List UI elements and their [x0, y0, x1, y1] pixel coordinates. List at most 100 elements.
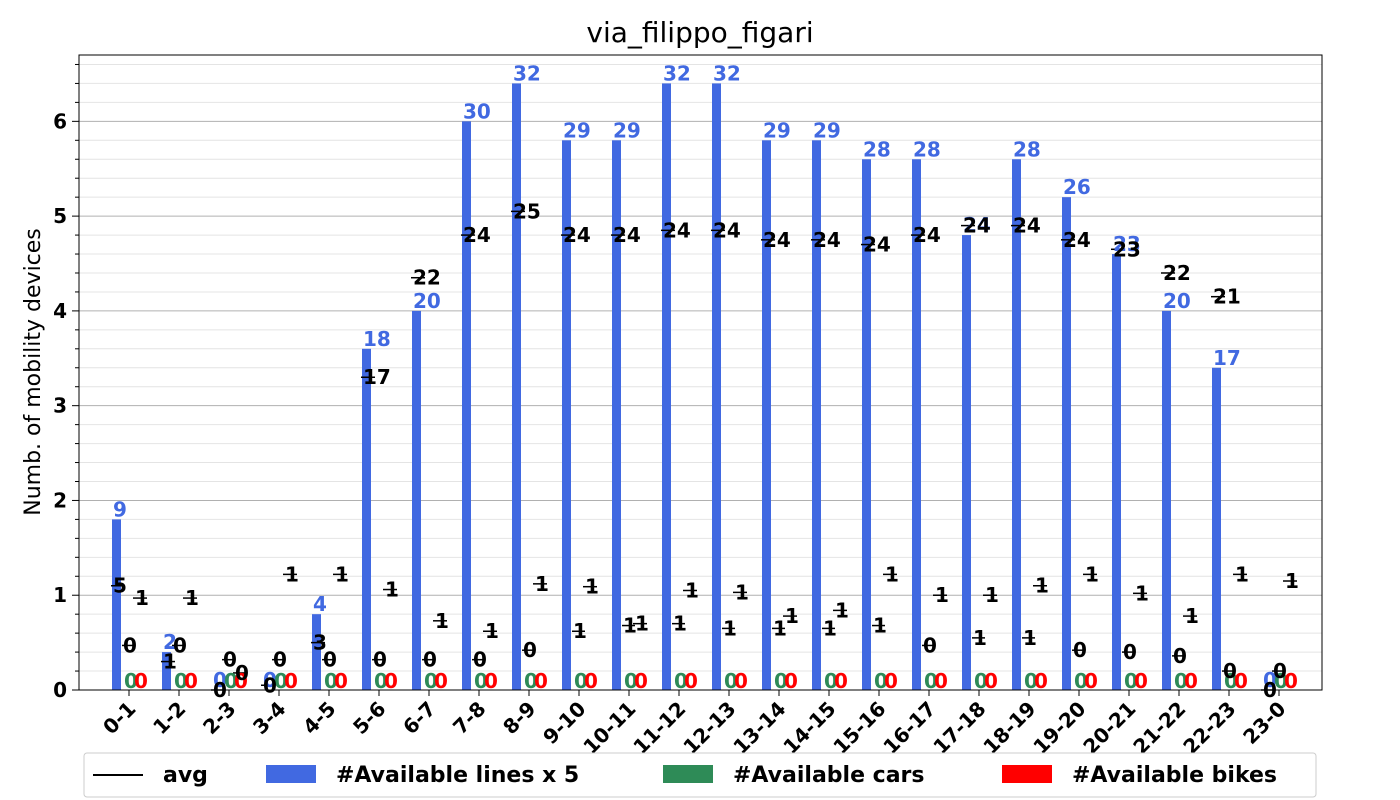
value-label-lines: 23 [1113, 232, 1141, 256]
y-tick-label: 4 [53, 299, 67, 323]
x-tick-label: 1-2 [148, 697, 191, 740]
value-label-lines: 29 [613, 118, 641, 142]
avg-label-bikes: 1 [735, 580, 749, 604]
bar-available-lines [662, 83, 671, 690]
value-label-lines: 20 [413, 289, 441, 313]
bar-available-lines [362, 348, 371, 690]
value-label-cars: 0 [424, 669, 438, 693]
avg-label-lines: 24 [463, 223, 491, 247]
avg-label-lines: 24 [913, 223, 941, 247]
y-tick-label: 1 [53, 583, 67, 607]
value-label-bikes: 0 [834, 669, 848, 693]
value-label-bikes: 0 [1084, 669, 1098, 693]
bar-available-lines [312, 614, 321, 690]
value-label-lines: 2 [163, 630, 177, 654]
x-tick-label: 19-20 [1028, 697, 1090, 759]
x-tick-label: 8-9 [498, 697, 541, 740]
avg-label-bikes: 1 [835, 598, 849, 622]
value-label-bikes: 0 [434, 669, 448, 693]
avg-label-lines: 24 [713, 218, 741, 242]
value-label-bikes: 0 [184, 669, 198, 693]
x-tick-label: 18-19 [978, 697, 1040, 759]
value-label-bikes: 0 [234, 669, 248, 693]
avg-label-cars: 0 [173, 633, 187, 657]
bar-available-lines [462, 121, 471, 691]
x-tick-label: 14-15 [778, 697, 840, 759]
avg-label-bikes: 1 [785, 604, 799, 628]
avg-label-bikes: 1 [935, 583, 949, 607]
value-label-lines: 0 [263, 668, 277, 692]
value-label-cars: 0 [324, 669, 338, 693]
bar-available-lines [712, 83, 721, 690]
value-label-bikes: 0 [934, 669, 948, 693]
legend-label-avg: avg [163, 763, 208, 788]
bar-available-lines [1212, 367, 1221, 690]
value-label-cars: 0 [524, 669, 538, 693]
avg-label-bikes: 1 [1235, 562, 1249, 586]
y-tick-label: 2 [53, 488, 67, 512]
avg-label-bikes: 1 [285, 562, 299, 586]
x-tick-label: 4-5 [298, 697, 341, 740]
x-tick-label: 16-17 [878, 697, 940, 759]
value-label-cars: 0 [924, 669, 938, 693]
avg-label-lines: 17 [363, 365, 391, 389]
avg-label-cars: 1 [873, 614, 887, 638]
value-label-cars: 0 [1074, 669, 1088, 693]
x-tick-label: 21-22 [1128, 697, 1190, 759]
avg-label-bikes: 1 [335, 562, 349, 586]
chart-title: via_filippo_figari [586, 16, 813, 49]
avg-label-bikes: 1 [135, 586, 149, 610]
avg-label-bikes: 1 [485, 619, 499, 643]
y-axis-ticks: 0 1 2 3 4 5 6 [53, 63, 79, 702]
value-label-lines: 28 [863, 137, 891, 161]
avg-label-bikes: 1 [585, 575, 599, 599]
x-tick-label: 2-3 [198, 697, 241, 740]
bar-available-lines [162, 652, 171, 690]
bar-available-lines [412, 310, 421, 690]
avg-label-lines: 24 [663, 218, 691, 242]
x-tick-label: 20-21 [1078, 697, 1140, 759]
value-label-cars: 0 [824, 669, 838, 693]
avg-label-bikes: 1 [685, 578, 699, 602]
x-tick-label: 11-12 [628, 697, 690, 759]
value-label-lines: 30 [463, 99, 491, 123]
avg-label-bikes: 1 [635, 612, 649, 636]
value-label-lines: 26 [1063, 175, 1091, 199]
avg-label-cars: 0 [523, 638, 537, 662]
legend-label-bikes: #Available bikes [1072, 763, 1277, 788]
legend-label-lines: #Available lines x 5 [336, 763, 579, 788]
avg-label-lines: 25 [513, 199, 541, 223]
value-label-lines: 29 [763, 118, 791, 142]
legend: avg #Available lines x 5 #Available cars… [83, 752, 1317, 798]
x-tick-label: 22-23 [1178, 697, 1240, 759]
y-tick-label: 0 [53, 678, 67, 702]
plot-frame [78, 54, 1323, 691]
avg-label-lines: 24 [1063, 228, 1091, 252]
avg-label-lines: 24 [613, 223, 641, 247]
value-label-lines: 18 [363, 327, 391, 351]
value-label-cars: 0 [1024, 669, 1038, 693]
avg-label-bikes: 1 [1185, 604, 1199, 628]
avg-label-cars: 0 [423, 648, 437, 672]
avg-label-lines: 24 [1013, 214, 1041, 238]
avg-label-bikes: 1 [1285, 569, 1299, 593]
x-tick-label: 7-8 [448, 697, 491, 740]
value-label-lines: 0 [213, 668, 227, 692]
avg-label-cars: 0 [1223, 659, 1237, 683]
avg-label-lines: 24 [813, 228, 841, 252]
x-axis-ticks: 0-1 1-2 2-3 3-4 4-5 5-6 6-7 7-8 8-99-1010-1111-1… [98, 690, 1291, 759]
bar-available-lines [1012, 159, 1021, 691]
x-tick-label: 3-4 [248, 697, 291, 740]
avg-label-bikes: 1 [535, 572, 549, 596]
value-label-cars: 0 [574, 669, 588, 693]
value-label-cars: 0 [624, 669, 638, 693]
bar-available-lines [1112, 254, 1121, 690]
avg-label-lines: 22 [413, 266, 441, 290]
avg-label-lines: 22 [1163, 261, 1191, 285]
avg-label-cars: 1 [623, 614, 637, 638]
bar-available-lines [762, 140, 771, 690]
avg-label-lines: 0 [263, 673, 277, 697]
value-label-cars: 0 [874, 669, 888, 693]
bar-available-lines [812, 140, 821, 690]
value-label-bikes: 0 [334, 669, 348, 693]
